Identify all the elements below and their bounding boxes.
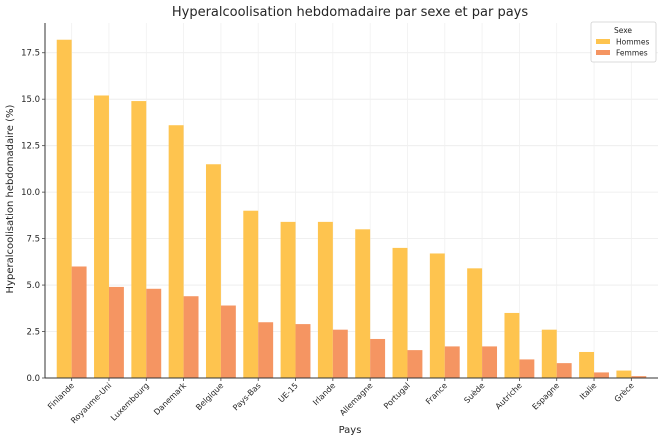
legend-label-hommes: Hommes xyxy=(616,38,649,47)
x-tick-label: Suède xyxy=(462,380,487,405)
x-tick-label: Irlande xyxy=(311,381,337,407)
bar-hommes-1 xyxy=(94,95,109,378)
bar-hommes-12 xyxy=(504,312,520,378)
legend-title: Sexe xyxy=(614,26,632,35)
y-tick-labels: 0.0 2.5 5.0 7.5 10.0 12.5 15.0 17.5 xyxy=(21,49,45,384)
x-tick-label: Pays-Bas xyxy=(231,381,262,412)
bar-hommes-4 xyxy=(205,164,221,378)
bar-femmes-10 xyxy=(444,346,460,378)
bar-hommes-13 xyxy=(541,329,557,378)
x-tick-label: Autriche xyxy=(494,381,524,411)
bar-femmes-12 xyxy=(519,359,535,378)
bar-femmes-3 xyxy=(183,296,199,378)
bars xyxy=(56,39,647,378)
y-tick-label: 10.0 xyxy=(21,188,40,198)
bar-femmes-7 xyxy=(332,329,348,378)
bar-femmes-4 xyxy=(220,305,236,378)
bar-hommes-8 xyxy=(355,229,371,378)
axes xyxy=(44,23,658,379)
y-tick-label: 5.0 xyxy=(26,281,40,291)
y-tick-label: 17.5 xyxy=(21,49,40,59)
bar-hommes-10 xyxy=(429,253,445,378)
y-tick-label: 7.5 xyxy=(26,235,40,245)
bar-hommes-9 xyxy=(392,247,408,378)
bar-femmes-2 xyxy=(146,288,162,378)
y-tick-label: 2.5 xyxy=(26,328,40,338)
x-tick-label: Finlande xyxy=(46,381,76,411)
x-axis-label: Pays xyxy=(339,425,362,436)
y-tick-label: 15.0 xyxy=(21,95,40,105)
bar-hommes-3 xyxy=(168,125,184,378)
bar-femmes-0 xyxy=(71,266,87,378)
x-tick-label: Luxembourg xyxy=(109,381,151,423)
bar-femmes-1 xyxy=(108,286,124,378)
bar-hommes-5 xyxy=(243,210,259,378)
legend-swatch-hommes xyxy=(596,39,610,44)
bar-hommes-14 xyxy=(579,351,595,378)
x-tick-label: Espagne xyxy=(531,381,562,412)
bar-hommes-6 xyxy=(280,221,296,378)
x-tick-label: Allemagne xyxy=(338,381,375,418)
y-tick-label: 12.5 xyxy=(21,142,40,152)
bar-femmes-15 xyxy=(631,376,647,378)
bar-hommes-11 xyxy=(467,268,483,378)
bar-femmes-6 xyxy=(295,324,311,378)
legend: Sexe Hommes Femmes xyxy=(590,21,657,63)
bar-femmes-9 xyxy=(407,350,423,378)
x-tick-label: Italie xyxy=(578,381,598,401)
x-tick-label: Portugal xyxy=(382,381,412,411)
x-tick-label: Belgique xyxy=(194,381,225,412)
y-tick-label: 0.0 xyxy=(26,374,40,384)
x-tick-label: Danemark xyxy=(152,381,188,417)
bar-femmes-11 xyxy=(482,346,498,378)
x-tick-label: France xyxy=(424,381,449,406)
chart-title: Hyperalcoolisation hebdomadaire par sexe… xyxy=(172,5,529,20)
x-tick-label: Grèce xyxy=(612,380,636,404)
legend-label-femmes: Femmes xyxy=(616,49,648,58)
bar-hommes-15 xyxy=(616,370,632,378)
x-tick-label: UE-15 xyxy=(277,381,300,404)
y-axis-label: Hyperalcoolisation hebdomadaire (%) xyxy=(5,104,16,293)
bar-hommes-2 xyxy=(131,101,147,378)
bar-femmes-5 xyxy=(258,322,274,378)
bar-hommes-0 xyxy=(56,39,72,378)
bar-hommes-7 xyxy=(317,221,333,378)
bar-femmes-8 xyxy=(370,338,386,378)
bar-femmes-13 xyxy=(556,363,572,378)
bar-femmes-14 xyxy=(594,372,609,378)
legend-swatch-femmes xyxy=(596,50,610,55)
